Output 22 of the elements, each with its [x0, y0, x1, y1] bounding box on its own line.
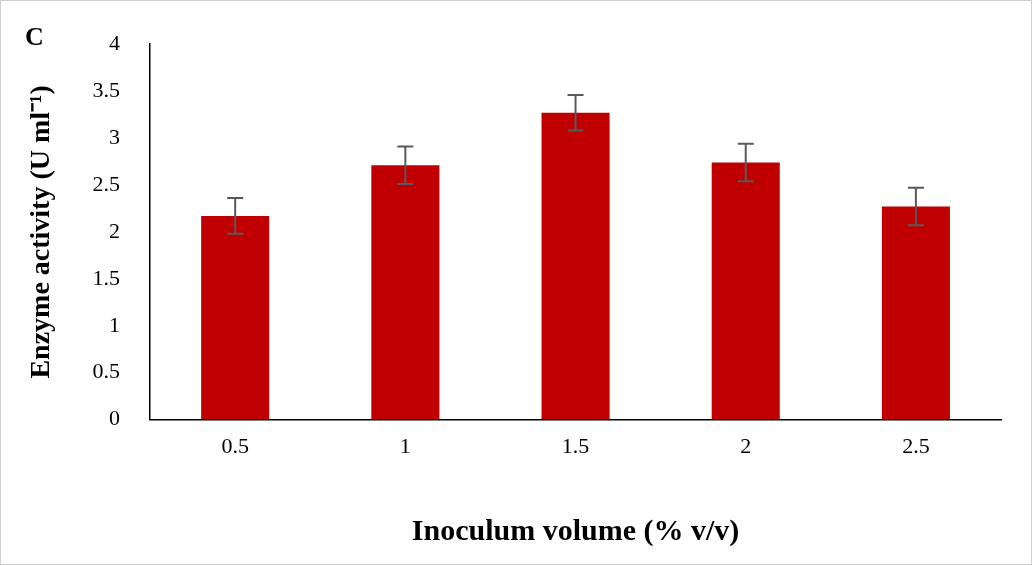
- bar: [201, 215, 270, 420]
- y-tick-label: 4: [109, 29, 121, 55]
- y-tick-label: 2.5: [92, 170, 121, 196]
- y-tick-label: 0.5: [92, 358, 121, 384]
- x-axis-title: Inoculum volume (% v/v): [411, 512, 740, 547]
- y-tick-label: 1.5: [92, 264, 121, 290]
- y-tick-label: 0: [109, 405, 121, 431]
- bar: [371, 165, 440, 420]
- x-tick-label: 2: [740, 432, 752, 458]
- x-tick-label: 1.5: [561, 432, 590, 458]
- y-tick-label: 2: [109, 217, 121, 243]
- x-tick-label: 2.5: [902, 432, 930, 458]
- x-tick-label: 1: [399, 432, 411, 458]
- y-axis-title: Enzyme activity (U ml⁻¹): [24, 85, 56, 379]
- y-tick-label: 3: [109, 123, 121, 149]
- bar: [541, 112, 610, 420]
- bar: [711, 162, 780, 420]
- x-tick-label: 0.5: [221, 432, 249, 458]
- bar: [881, 206, 950, 420]
- y-tick-label: 3.5: [92, 76, 121, 102]
- y-tick-label: 1: [109, 311, 121, 337]
- text: C: [25, 21, 44, 51]
